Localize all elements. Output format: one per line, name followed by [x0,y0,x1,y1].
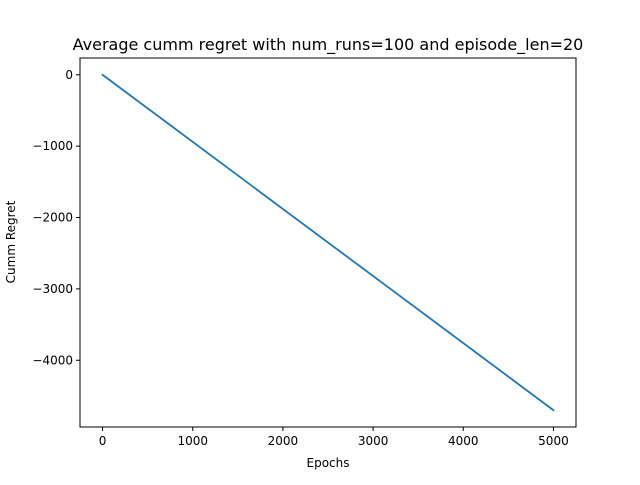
x-tick-label: 3000 [358,434,389,448]
plot-area [101,73,555,412]
chart-title: Average cumm regret with num_runs=100 an… [73,35,584,55]
y-axis-ticks: 0 −1000 −2000 −3000 −4000 [32,68,80,367]
x-tick-label: 1000 [177,434,208,448]
x-axis-ticks: 0 1000 2000 3000 4000 5000 [99,427,569,448]
x-tick-label: 0 [99,434,107,448]
x-axis-label: Epochs [307,456,350,470]
x-tick-label: 5000 [538,434,569,448]
axes-frame [79,57,577,428]
y-tick-label: −3000 [32,282,73,296]
y-tick-label: −2000 [32,211,73,225]
y-tick-label: −1000 [32,139,73,153]
y-axis-label: Cumm Regret [4,200,18,283]
x-tick-label: 4000 [448,434,479,448]
x-tick-label: 2000 [268,434,299,448]
y-tick-label: −4000 [32,353,73,367]
y-tick-label: 0 [65,68,73,82]
series-line-0 [101,73,555,412]
